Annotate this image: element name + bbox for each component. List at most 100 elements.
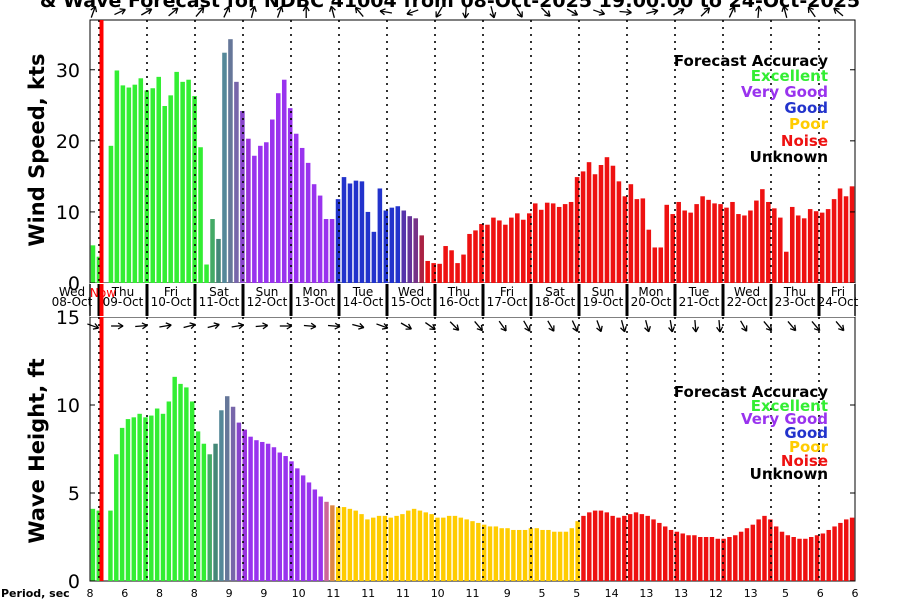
- period-value: 5: [573, 587, 580, 600]
- day-date-label: 22-Oct: [727, 295, 768, 309]
- y-tick-label: 30: [56, 60, 80, 82]
- bar: [312, 489, 318, 581]
- bar: [698, 537, 703, 581]
- direction-arrow: [540, 7, 551, 17]
- bar: [242, 429, 247, 581]
- bar: [485, 224, 490, 283]
- bar: [178, 383, 183, 581]
- bar: [172, 376, 177, 581]
- bar: [162, 106, 167, 283]
- legend-poor: Poor: [789, 438, 829, 456]
- bar: [138, 78, 144, 283]
- direction-arrow: [728, 6, 736, 18]
- direction-arrow: [763, 320, 773, 332]
- bar: [586, 162, 592, 283]
- bar: [441, 517, 446, 581]
- day-weekday-label: Mon: [302, 285, 327, 299]
- bar: [532, 203, 538, 283]
- bar: [195, 431, 201, 581]
- bar: [295, 468, 300, 581]
- direction-arrow: [571, 320, 579, 332]
- bar: [248, 436, 253, 581]
- bar: [382, 515, 388, 581]
- direction-arrow: [87, 323, 100, 330]
- bar: [789, 206, 795, 283]
- bar: [429, 514, 434, 581]
- day-weekday-label: Fri: [164, 285, 178, 299]
- bar: [838, 522, 843, 581]
- day-weekday-label: Fri: [831, 285, 845, 299]
- bar: [730, 201, 735, 283]
- day-weekday-label: Thu: [447, 285, 471, 299]
- legend-noise: Noise: [781, 452, 828, 470]
- bar: [651, 519, 656, 581]
- bar: [168, 95, 173, 283]
- bar: [395, 206, 401, 283]
- legend-wind: Forecast Accuracy Excellent Very Good Go…: [674, 52, 829, 166]
- bar: [837, 188, 843, 283]
- wave-height-panel: 0 5 10 15: [56, 307, 856, 593]
- bar: [772, 208, 777, 283]
- bar: [622, 515, 627, 581]
- period-value: 11: [466, 587, 480, 600]
- bar: [299, 147, 305, 283]
- bar: [762, 515, 767, 581]
- bar: [277, 452, 283, 581]
- bar: [252, 155, 257, 283]
- bar: [201, 443, 207, 581]
- direction-arrow: [140, 8, 153, 16]
- direction-arrow: [498, 320, 507, 332]
- bar: [108, 145, 114, 283]
- day-weekday-label: Tue: [688, 285, 710, 299]
- bar: [628, 184, 634, 283]
- legend-title: Forecast Accuracy: [674, 383, 828, 401]
- direction-arrow: [474, 320, 483, 332]
- period-value: 13: [674, 587, 688, 600]
- bar: [820, 533, 826, 581]
- bar: [826, 529, 831, 581]
- bar: [225, 396, 230, 581]
- direction-arrow: [835, 320, 845, 332]
- bar: [503, 224, 508, 283]
- bar: [394, 515, 399, 581]
- bar: [795, 215, 801, 283]
- period-value: 14: [605, 587, 619, 600]
- bar: [610, 165, 616, 283]
- bar: [721, 538, 726, 581]
- bar: [509, 217, 514, 283]
- day-date-label: 19-Oct: [583, 295, 624, 309]
- direction-arrow: [740, 320, 748, 332]
- bar: [149, 415, 154, 581]
- bar: [598, 165, 604, 283]
- bar: [808, 537, 814, 581]
- bar: [592, 510, 598, 581]
- bar: [126, 87, 132, 283]
- bar: [587, 512, 592, 581]
- direction-arrow: [111, 322, 124, 330]
- bar: [534, 528, 539, 581]
- bar: [305, 162, 311, 283]
- bar: [335, 199, 341, 283]
- bar: [449, 250, 454, 283]
- direction-arrow: [159, 322, 172, 330]
- bar: [604, 512, 610, 581]
- bar: [473, 230, 478, 283]
- direction-arrow: [279, 322, 293, 330]
- legend-unknown: Unknown: [750, 148, 828, 166]
- bar: [754, 200, 759, 283]
- bar: [401, 210, 407, 283]
- direction-arrow: [566, 8, 579, 16]
- period-axis-label: Period, sec: [1, 587, 70, 600]
- bar: [467, 233, 472, 283]
- bar: [96, 510, 101, 581]
- day-weekday-label: Sat: [545, 285, 565, 299]
- period-value: 8: [156, 587, 163, 600]
- bar: [236, 422, 242, 581]
- bar: [371, 231, 377, 283]
- direction-arrow: [523, 320, 531, 332]
- bar: [174, 71, 179, 283]
- bar: [538, 209, 544, 283]
- legend-poor: Poor: [789, 115, 829, 133]
- bar: [604, 157, 610, 283]
- period-value: 6: [817, 587, 824, 600]
